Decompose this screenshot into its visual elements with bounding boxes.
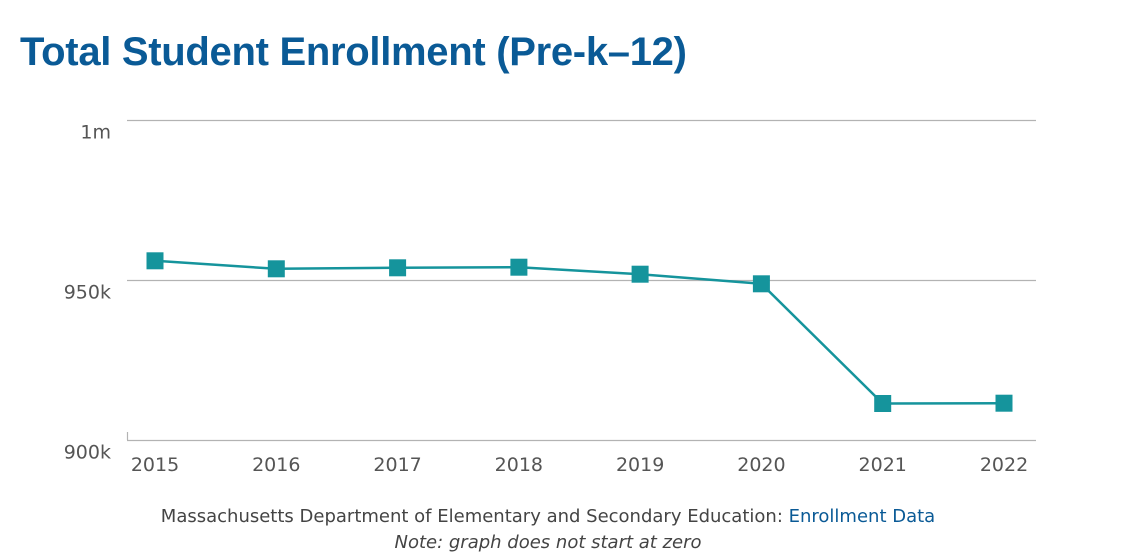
x-tick-label: 2015 <box>131 454 179 476</box>
data-point-2019 <box>631 265 649 283</box>
chart-title: Total Student Enrollment (Pre-k–12) <box>20 30 687 74</box>
x-tick-label: 2019 <box>616 454 664 476</box>
x-axis-ticks: 2015 2016 2017 2018 2019 2020 2021 2022 <box>131 454 1028 476</box>
gridlines <box>126 119 1036 442</box>
data-point-2017 <box>389 259 407 277</box>
series-line <box>154 259 1005 405</box>
enrollment-data-link[interactable]: Enrollment Data <box>788 506 936 527</box>
x-tick-label: 2022 <box>980 454 1028 476</box>
data-point-2015 <box>146 252 164 270</box>
y-axis-ticks: 900k 950k 1m <box>64 122 111 464</box>
data-point-2020 <box>752 275 770 293</box>
data-point-2018 <box>510 258 528 276</box>
x-tick-label: 2017 <box>373 454 421 476</box>
chart-note: Note: graph does not start at zero <box>394 532 702 553</box>
data-point-2022 <box>995 394 1013 412</box>
data-point-2021 <box>874 395 892 412</box>
y-tick-label: 1m <box>80 122 111 144</box>
x-tick-label: 2018 <box>495 454 543 476</box>
data-point-2016 <box>267 260 285 278</box>
x-tick-label: 2016 <box>252 454 300 476</box>
y-tick-label: 900k <box>64 442 111 464</box>
series-enrollment <box>146 252 1013 412</box>
source-attribution: Massachusetts Department of Elementary a… <box>0 506 1096 527</box>
x-tick-label: 2020 <box>737 454 785 476</box>
y-tick-label: 950k <box>64 282 111 304</box>
x-tick-label: 2021 <box>859 454 907 476</box>
source-text: Massachusetts Department of Elementary a… <box>160 506 783 527</box>
